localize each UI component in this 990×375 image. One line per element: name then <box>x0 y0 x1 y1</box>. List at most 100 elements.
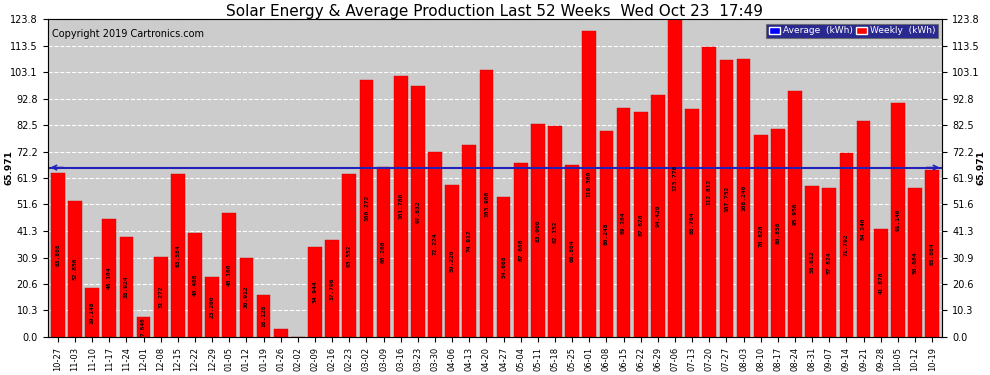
Bar <box>548 126 562 337</box>
Bar <box>377 167 390 337</box>
Bar <box>856 121 870 337</box>
Text: 58.612: 58.612 <box>810 251 815 273</box>
Text: 16.128: 16.128 <box>261 305 266 327</box>
Bar <box>874 230 888 337</box>
Bar <box>908 188 922 337</box>
Bar <box>771 129 785 337</box>
Bar <box>600 131 613 337</box>
Text: 7.840: 7.840 <box>141 317 147 336</box>
Bar <box>274 329 287 337</box>
Bar <box>788 91 802 337</box>
Text: 63.584: 63.584 <box>175 244 180 267</box>
Text: 101.780: 101.780 <box>398 193 403 219</box>
Bar <box>753 135 767 337</box>
Text: 71.792: 71.792 <box>843 234 849 256</box>
Text: 103.908: 103.908 <box>484 190 489 217</box>
Bar <box>891 103 905 337</box>
Text: 58.084: 58.084 <box>913 251 918 274</box>
Legend: Average  (kWh), Weekly  (kWh): Average (kWh), Weekly (kWh) <box>766 24 938 38</box>
Bar <box>462 145 476 337</box>
Text: 112.812: 112.812 <box>707 179 712 205</box>
Text: 119.300: 119.300 <box>587 171 592 197</box>
Text: 52.856: 52.856 <box>72 258 77 280</box>
Bar <box>685 109 699 337</box>
Text: 83.000: 83.000 <box>536 219 541 242</box>
Bar <box>50 173 64 337</box>
Bar <box>805 186 819 337</box>
Bar <box>256 296 270 337</box>
Text: 65.084: 65.084 <box>930 242 935 265</box>
Bar <box>223 213 237 337</box>
Bar <box>171 174 185 337</box>
Text: 94.420: 94.420 <box>655 204 660 227</box>
Bar <box>617 108 631 337</box>
Text: 84.240: 84.240 <box>861 217 866 240</box>
Text: 80.248: 80.248 <box>604 223 609 245</box>
Text: 89.204: 89.204 <box>621 211 626 234</box>
Text: 74.912: 74.912 <box>466 230 472 252</box>
Bar <box>240 258 253 337</box>
Bar <box>102 219 116 337</box>
Bar <box>479 70 493 337</box>
Text: 72.224: 72.224 <box>433 233 438 255</box>
Text: 97.632: 97.632 <box>416 200 421 223</box>
Text: 59.220: 59.220 <box>449 250 454 272</box>
Bar <box>411 86 425 337</box>
Text: 38.924: 38.924 <box>124 276 129 298</box>
Bar <box>497 196 511 337</box>
Text: 87.620: 87.620 <box>639 213 644 236</box>
Title: Solar Energy & Average Production Last 52 Weeks  Wed Oct 23  17:49: Solar Energy & Average Production Last 5… <box>227 4 763 19</box>
Bar <box>205 278 219 337</box>
Bar <box>651 94 664 337</box>
Bar <box>926 170 940 337</box>
Text: 34.944: 34.944 <box>313 281 318 303</box>
Text: 54.668: 54.668 <box>501 255 506 278</box>
Text: 100.272: 100.272 <box>364 195 369 221</box>
Bar <box>823 189 837 337</box>
Text: 63.808: 63.808 <box>55 244 60 266</box>
Bar <box>840 153 853 337</box>
Bar <box>394 76 408 337</box>
Bar <box>153 256 167 337</box>
Text: 80.856: 80.856 <box>775 222 780 245</box>
Text: 91.140: 91.140 <box>895 209 900 231</box>
Bar <box>326 240 339 337</box>
Text: 23.200: 23.200 <box>210 296 215 318</box>
Text: 65.971: 65.971 <box>977 150 986 185</box>
Text: 30.912: 30.912 <box>244 286 248 309</box>
Bar <box>308 247 322 337</box>
Bar <box>703 47 716 337</box>
Bar <box>737 59 750 337</box>
Text: 31.272: 31.272 <box>158 285 163 308</box>
Text: 66.208: 66.208 <box>381 241 386 263</box>
Bar <box>85 288 99 337</box>
Text: 19.148: 19.148 <box>90 301 95 324</box>
Bar <box>446 185 459 337</box>
Text: 46.104: 46.104 <box>107 267 112 289</box>
Bar <box>634 112 647 337</box>
Text: 95.956: 95.956 <box>793 202 798 225</box>
Bar <box>428 152 442 337</box>
Bar <box>720 60 734 337</box>
Text: 37.796: 37.796 <box>330 277 335 300</box>
Text: 88.704: 88.704 <box>690 212 695 234</box>
Bar <box>531 124 544 337</box>
Text: Copyright 2019 Cartronics.com: Copyright 2019 Cartronics.com <box>52 29 204 39</box>
Text: 108.240: 108.240 <box>742 185 746 211</box>
Bar <box>514 164 528 337</box>
Text: 41.876: 41.876 <box>878 272 883 294</box>
Text: 40.408: 40.408 <box>192 274 197 296</box>
Bar <box>120 237 134 337</box>
Bar <box>188 233 202 337</box>
Text: 66.804: 66.804 <box>569 240 574 262</box>
Text: 107.752: 107.752 <box>724 186 729 212</box>
Bar <box>359 80 373 337</box>
Text: 57.824: 57.824 <box>827 251 832 274</box>
Text: 82.152: 82.152 <box>552 220 557 243</box>
Text: 48.160: 48.160 <box>227 264 232 286</box>
Bar <box>582 31 596 337</box>
Bar <box>668 19 682 337</box>
Text: 63.552: 63.552 <box>346 244 351 267</box>
Bar <box>565 165 579 337</box>
Bar <box>137 317 150 337</box>
